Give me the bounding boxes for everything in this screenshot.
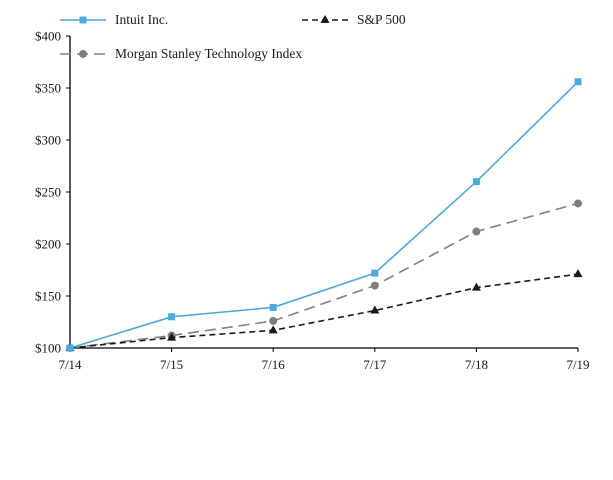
legend-label-sp500: S&P 500 [357, 12, 406, 27]
svg-text:$300: $300 [35, 133, 61, 148]
legend-swatch-intuit [60, 16, 106, 24]
svg-text:$100: $100 [35, 341, 61, 356]
svg-text:7/18: 7/18 [465, 357, 488, 372]
svg-text:$400: $400 [35, 29, 61, 44]
chart-legend: Intuit Inc. S&P 500 Morgan Stanley Techn… [0, 0, 613, 90]
line-chart-canvas: $100 $150 $200 $250 $300 $350 $400 7/14 7/15 7/16… [35, 29, 590, 373]
legend-item-sp500: S&P 500 [302, 12, 406, 28]
svg-text:$350: $350 [35, 81, 61, 96]
svg-text:7/15: 7/15 [160, 357, 183, 372]
svg-text:$150: $150 [35, 289, 61, 304]
svg-text:7/14: 7/14 [58, 357, 82, 372]
legend-item-intuit: Intuit Inc. [60, 12, 168, 28]
legend-swatch-morgan-stanley [60, 50, 106, 58]
svg-text:$250: $250 [35, 185, 61, 200]
legend-item-morgan-stanley: Morgan Stanley Technology Index [60, 46, 302, 62]
legend-label-morgan-stanley: Morgan Stanley Technology Index [115, 46, 303, 61]
stock-performance-chart: $100 $150 $200 $250 $300 $350 $400 7/14 7/15 7/16… [35, 29, 590, 373]
svg-text:7/16: 7/16 [262, 357, 286, 372]
legend-swatch-sp500 [302, 15, 348, 23]
svg-text:$200: $200 [35, 237, 61, 252]
svg-text:7/19: 7/19 [566, 357, 589, 372]
svg-text:7/17: 7/17 [363, 357, 387, 372]
legend-label-intuit: Intuit Inc. [115, 12, 169, 27]
